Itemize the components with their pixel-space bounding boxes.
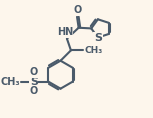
Text: CH₃: CH₃ <box>0 77 20 87</box>
Text: CH₃: CH₃ <box>84 46 103 55</box>
Text: S: S <box>94 33 102 42</box>
Text: S: S <box>30 77 38 87</box>
Text: O: O <box>30 86 38 96</box>
Text: HN: HN <box>57 27 73 37</box>
Text: O: O <box>74 5 82 15</box>
Text: O: O <box>30 67 38 77</box>
